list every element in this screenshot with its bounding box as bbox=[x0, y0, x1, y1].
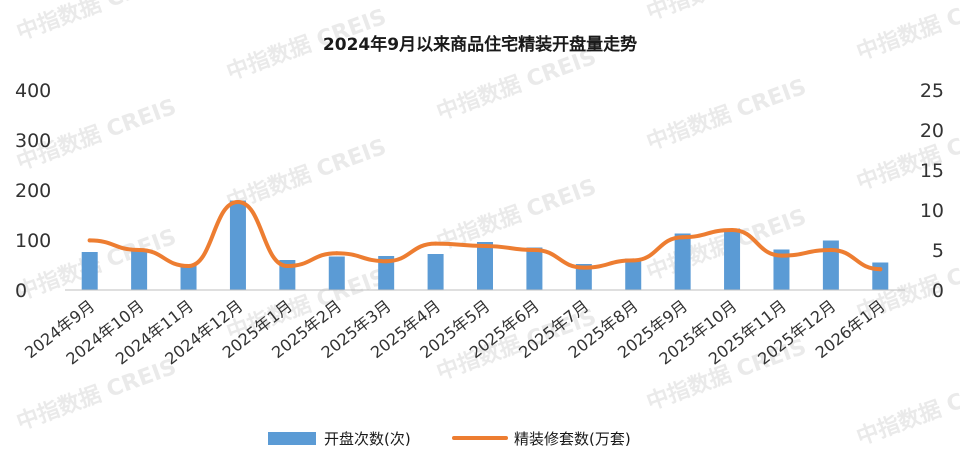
line-series bbox=[87, 200, 883, 272]
line-point-1 bbox=[137, 248, 142, 252]
line-point-7 bbox=[433, 241, 438, 246]
line-point-16 bbox=[878, 267, 883, 272]
bar-0 bbox=[81, 252, 98, 290]
bar-series bbox=[81, 200, 889, 290]
bar-3 bbox=[229, 200, 246, 290]
bar-8 bbox=[477, 242, 493, 290]
bar-12 bbox=[674, 233, 691, 290]
line-point-5 bbox=[334, 251, 339, 256]
legend: 开盘次数(次) 精装修套数(万套) bbox=[268, 430, 631, 448]
bar-11 bbox=[625, 258, 642, 290]
line-point-8 bbox=[483, 244, 487, 248]
watermark-layer: 中指数据 CREIS 中指数据 CREIS 中指数据 CREIS 中指数据 CREIS… bbox=[13, 0, 960, 451]
chart-title: 2024年9月以来商品住宅精装开盘量走势 bbox=[323, 34, 637, 55]
line-point-2 bbox=[186, 264, 191, 268]
bar-10 bbox=[575, 264, 592, 290]
left-tick-1: 100 bbox=[15, 230, 51, 252]
watermark-6: 中指数据 CREIS bbox=[223, 134, 390, 216]
bar-13 bbox=[724, 228, 741, 290]
watermark-2: 中指数据 CREIS bbox=[433, 44, 600, 126]
bar-9 bbox=[526, 247, 543, 290]
right-tick-1: 5 bbox=[932, 240, 944, 262]
legend-swatch-bar bbox=[268, 432, 316, 445]
right-tick-2: 10 bbox=[920, 200, 944, 222]
line-point-15 bbox=[828, 248, 833, 252]
legend-label-line: 精装修套数(万套) bbox=[514, 430, 631, 448]
series-line bbox=[87, 200, 883, 272]
line-point-14 bbox=[779, 253, 784, 258]
left-axis-ticks: 0 100 200 300 400 bbox=[15, 80, 51, 302]
line-point-13 bbox=[730, 228, 735, 232]
watermark-15: 中指数据 CREIS bbox=[13, 354, 180, 436]
right-axis-ticks: 0 5 10 15 20 25 bbox=[920, 80, 944, 302]
watermark-4: 中指数据 CREIS bbox=[853, 0, 960, 66]
line-point-11 bbox=[631, 258, 636, 263]
bar-14 bbox=[773, 249, 790, 290]
right-tick-5: 25 bbox=[920, 80, 944, 102]
bar-5 bbox=[328, 256, 345, 290]
bar-1 bbox=[131, 250, 148, 290]
right-tick-0: 0 bbox=[932, 280, 944, 302]
bar-2 bbox=[180, 265, 197, 290]
line-point-3 bbox=[235, 200, 240, 204]
watermark-3: 中指数据 CREIS bbox=[643, 0, 810, 26]
watermark-8: 中指数据 CREIS bbox=[643, 74, 810, 156]
watermark-18: 中指数据 CREIS bbox=[433, 0, 600, 6]
line-point-12 bbox=[680, 235, 685, 240]
right-tick-4: 20 bbox=[920, 120, 944, 142]
line-point-4 bbox=[285, 264, 290, 268]
bar-7 bbox=[427, 254, 444, 290]
line-point-6 bbox=[384, 259, 389, 264]
bar-15 bbox=[822, 240, 839, 290]
bar-16 bbox=[872, 262, 889, 290]
legend-label-bar: 开盘次数(次) bbox=[324, 430, 411, 448]
left-tick-2: 200 bbox=[15, 180, 51, 202]
watermark-0: 中指数据 CREIS bbox=[13, 0, 180, 46]
right-tick-3: 15 bbox=[920, 160, 944, 182]
line-point-0 bbox=[87, 238, 92, 243]
line-point-9 bbox=[532, 248, 537, 252]
left-tick-3: 300 bbox=[15, 130, 51, 152]
left-tick-0: 0 bbox=[15, 280, 27, 302]
left-tick-4: 400 bbox=[15, 80, 51, 102]
bar-6 bbox=[378, 256, 395, 290]
watermark-17: 中指数据 CREIS bbox=[853, 369, 960, 451]
line-point-10 bbox=[581, 265, 586, 270]
